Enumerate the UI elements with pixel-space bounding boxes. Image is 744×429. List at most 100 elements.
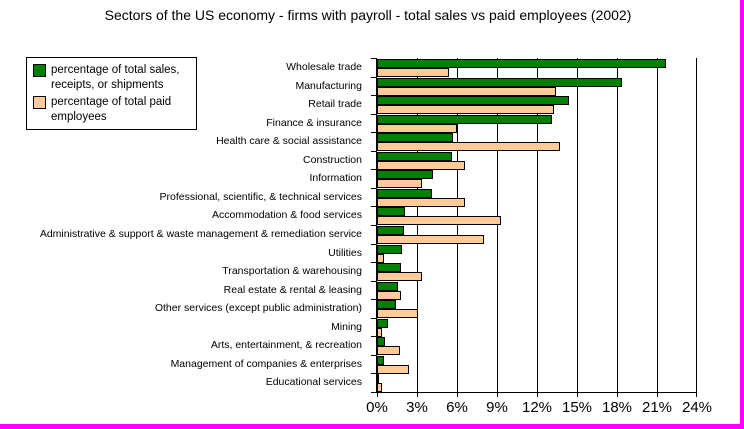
x-axis-tick: [497, 392, 498, 397]
category-axis: Wholesale trade Manufacturing Retail trade…: [0, 58, 369, 392]
legend-swatch-employees-icon: [33, 96, 46, 110]
category-label: Arts, entertainment, & recreation: [210, 339, 362, 352]
y-axis-tick: [371, 95, 376, 96]
gridline: [457, 58, 458, 392]
bar-employees: [377, 124, 457, 133]
bar-sales: [377, 115, 552, 124]
y-axis-tick: [371, 318, 376, 319]
category-label: Administrative & support & waste managem…: [39, 228, 362, 240]
bar-sales: [377, 263, 401, 272]
legend-item-employees: percentage of total paid employees: [33, 95, 192, 124]
category-label: Manufacturing: [295, 79, 362, 92]
category-label: Transportation & warehousing: [222, 265, 362, 278]
x-tick-label: 15%: [561, 399, 593, 416]
x-axis-tick: [377, 392, 378, 397]
category-label: Utilities: [328, 246, 362, 259]
x-axis-tick: [417, 392, 418, 397]
legend-item-sales: percentage of total sales, receipts, or …: [33, 63, 192, 92]
y-axis-tick: [371, 262, 376, 263]
gridline: [617, 58, 618, 392]
y-axis-tick: [371, 281, 376, 282]
bar-sales: [377, 245, 402, 254]
bar-employees: [377, 105, 554, 114]
y-axis-tick: [371, 77, 376, 78]
bar-employees: [377, 383, 382, 392]
bar-employees: [377, 365, 409, 374]
x-tick-label: 18%: [601, 399, 633, 416]
x-axis-tick: [617, 392, 618, 397]
gridline: [417, 58, 418, 392]
gridline: [577, 58, 578, 392]
gridline: [537, 58, 538, 392]
bar-sales: [377, 78, 622, 87]
y-axis-tick: [371, 392, 376, 393]
chart-title: Sectors of the US economy - firms with p…: [104, 7, 632, 23]
bar-sales: [377, 133, 453, 142]
gridline: [696, 58, 697, 392]
bar-employees: [377, 309, 418, 318]
bar-sales: [377, 282, 398, 291]
category-label: Educational services: [265, 376, 362, 389]
legend-label-sales: percentage of total sales, receipts, or …: [51, 64, 180, 91]
bar-sales: [377, 356, 384, 365]
bar-sales: [377, 319, 388, 328]
bar-employees: [377, 272, 422, 281]
y-axis-tick: [371, 373, 376, 374]
bar-employees: [377, 87, 556, 96]
x-tick-label: 0%: [366, 399, 388, 416]
x-tick-label: 6%: [446, 399, 468, 416]
category-label: Professional, scientific, & technical se…: [159, 190, 363, 203]
bar-sales: [377, 374, 379, 383]
bar-sales: [377, 170, 433, 179]
y-axis-tick: [371, 169, 376, 170]
category-label: Health care & social assistance: [216, 135, 362, 148]
y-axis-tick: [371, 132, 376, 133]
gridline: [497, 58, 498, 392]
bar-employees: [377, 216, 501, 225]
bar-sales: [377, 300, 396, 309]
x-tick-label: 3%: [406, 399, 428, 416]
category-label: Wholesale trade: [286, 61, 362, 73]
bar-employees: [377, 179, 422, 188]
bar-employees: [377, 291, 401, 300]
category-label: Other services (except public administra…: [154, 302, 362, 315]
bar-employees: [377, 346, 400, 355]
y-axis-tick: [371, 58, 376, 59]
bar-sales: [377, 226, 404, 235]
bar-employees: [377, 328, 382, 337]
bar-sales: [377, 207, 405, 216]
bar-sales: [377, 59, 666, 68]
category-label: Accommodation & food services: [212, 209, 362, 222]
bar-employees: [377, 235, 484, 244]
y-axis-tick: [371, 225, 376, 226]
legend-label-employees: percentage of total paid employees: [51, 96, 172, 123]
plot-area: 0% 3% 6% 9% 12% 15% 18% 21% 24%: [366, 58, 712, 416]
category-label: Real estate & rental & leasing: [223, 283, 362, 296]
bar-employees: [377, 161, 465, 170]
x-axis-tick: [457, 392, 458, 397]
category-label: Management of companies & enterprises: [170, 357, 362, 370]
x-tick-label: 12%: [521, 399, 553, 416]
x-axis-tick: [577, 392, 578, 397]
bar-employees: [377, 68, 449, 77]
x-tick-label: 21%: [641, 399, 673, 416]
gridline: [657, 58, 658, 392]
bar-employees: [377, 254, 384, 263]
bar-employees: [377, 142, 560, 151]
x-axis-tick: [696, 392, 697, 397]
y-axis-tick: [371, 244, 376, 245]
bar-sales: [377, 337, 385, 346]
y-axis-tick: [371, 151, 376, 152]
y-axis-tick: [371, 355, 376, 356]
bar-sales: [377, 189, 432, 198]
bar-sales: [377, 96, 569, 105]
y-axis-tick: [371, 299, 376, 300]
category-label: Retail trade: [308, 98, 362, 111]
x-axis-tick: [537, 392, 538, 397]
bar-sales: [377, 152, 452, 161]
legend-swatch-sales-icon: [33, 64, 46, 77]
legend: percentage of total sales, receipts, or …: [26, 57, 197, 131]
y-axis-tick: [371, 206, 376, 207]
x-tick-label: 9%: [486, 399, 508, 416]
category-label: Mining: [331, 320, 362, 333]
